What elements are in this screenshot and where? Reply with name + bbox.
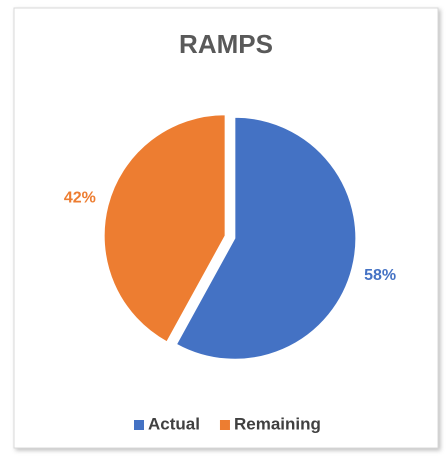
data-label: 42% <box>64 190 96 207</box>
chart-frame <box>13 7 439 449</box>
data-label: 58% <box>364 267 396 284</box>
pie-slice <box>175 116 357 360</box>
chart-title: RAMPS <box>179 29 273 59</box>
legend-label: Actual <box>148 414 200 433</box>
pie-slice <box>103 114 226 343</box>
legend-label: Remaining <box>234 414 321 433</box>
legend-swatch <box>219 420 230 430</box>
legend-swatch <box>134 420 144 430</box>
